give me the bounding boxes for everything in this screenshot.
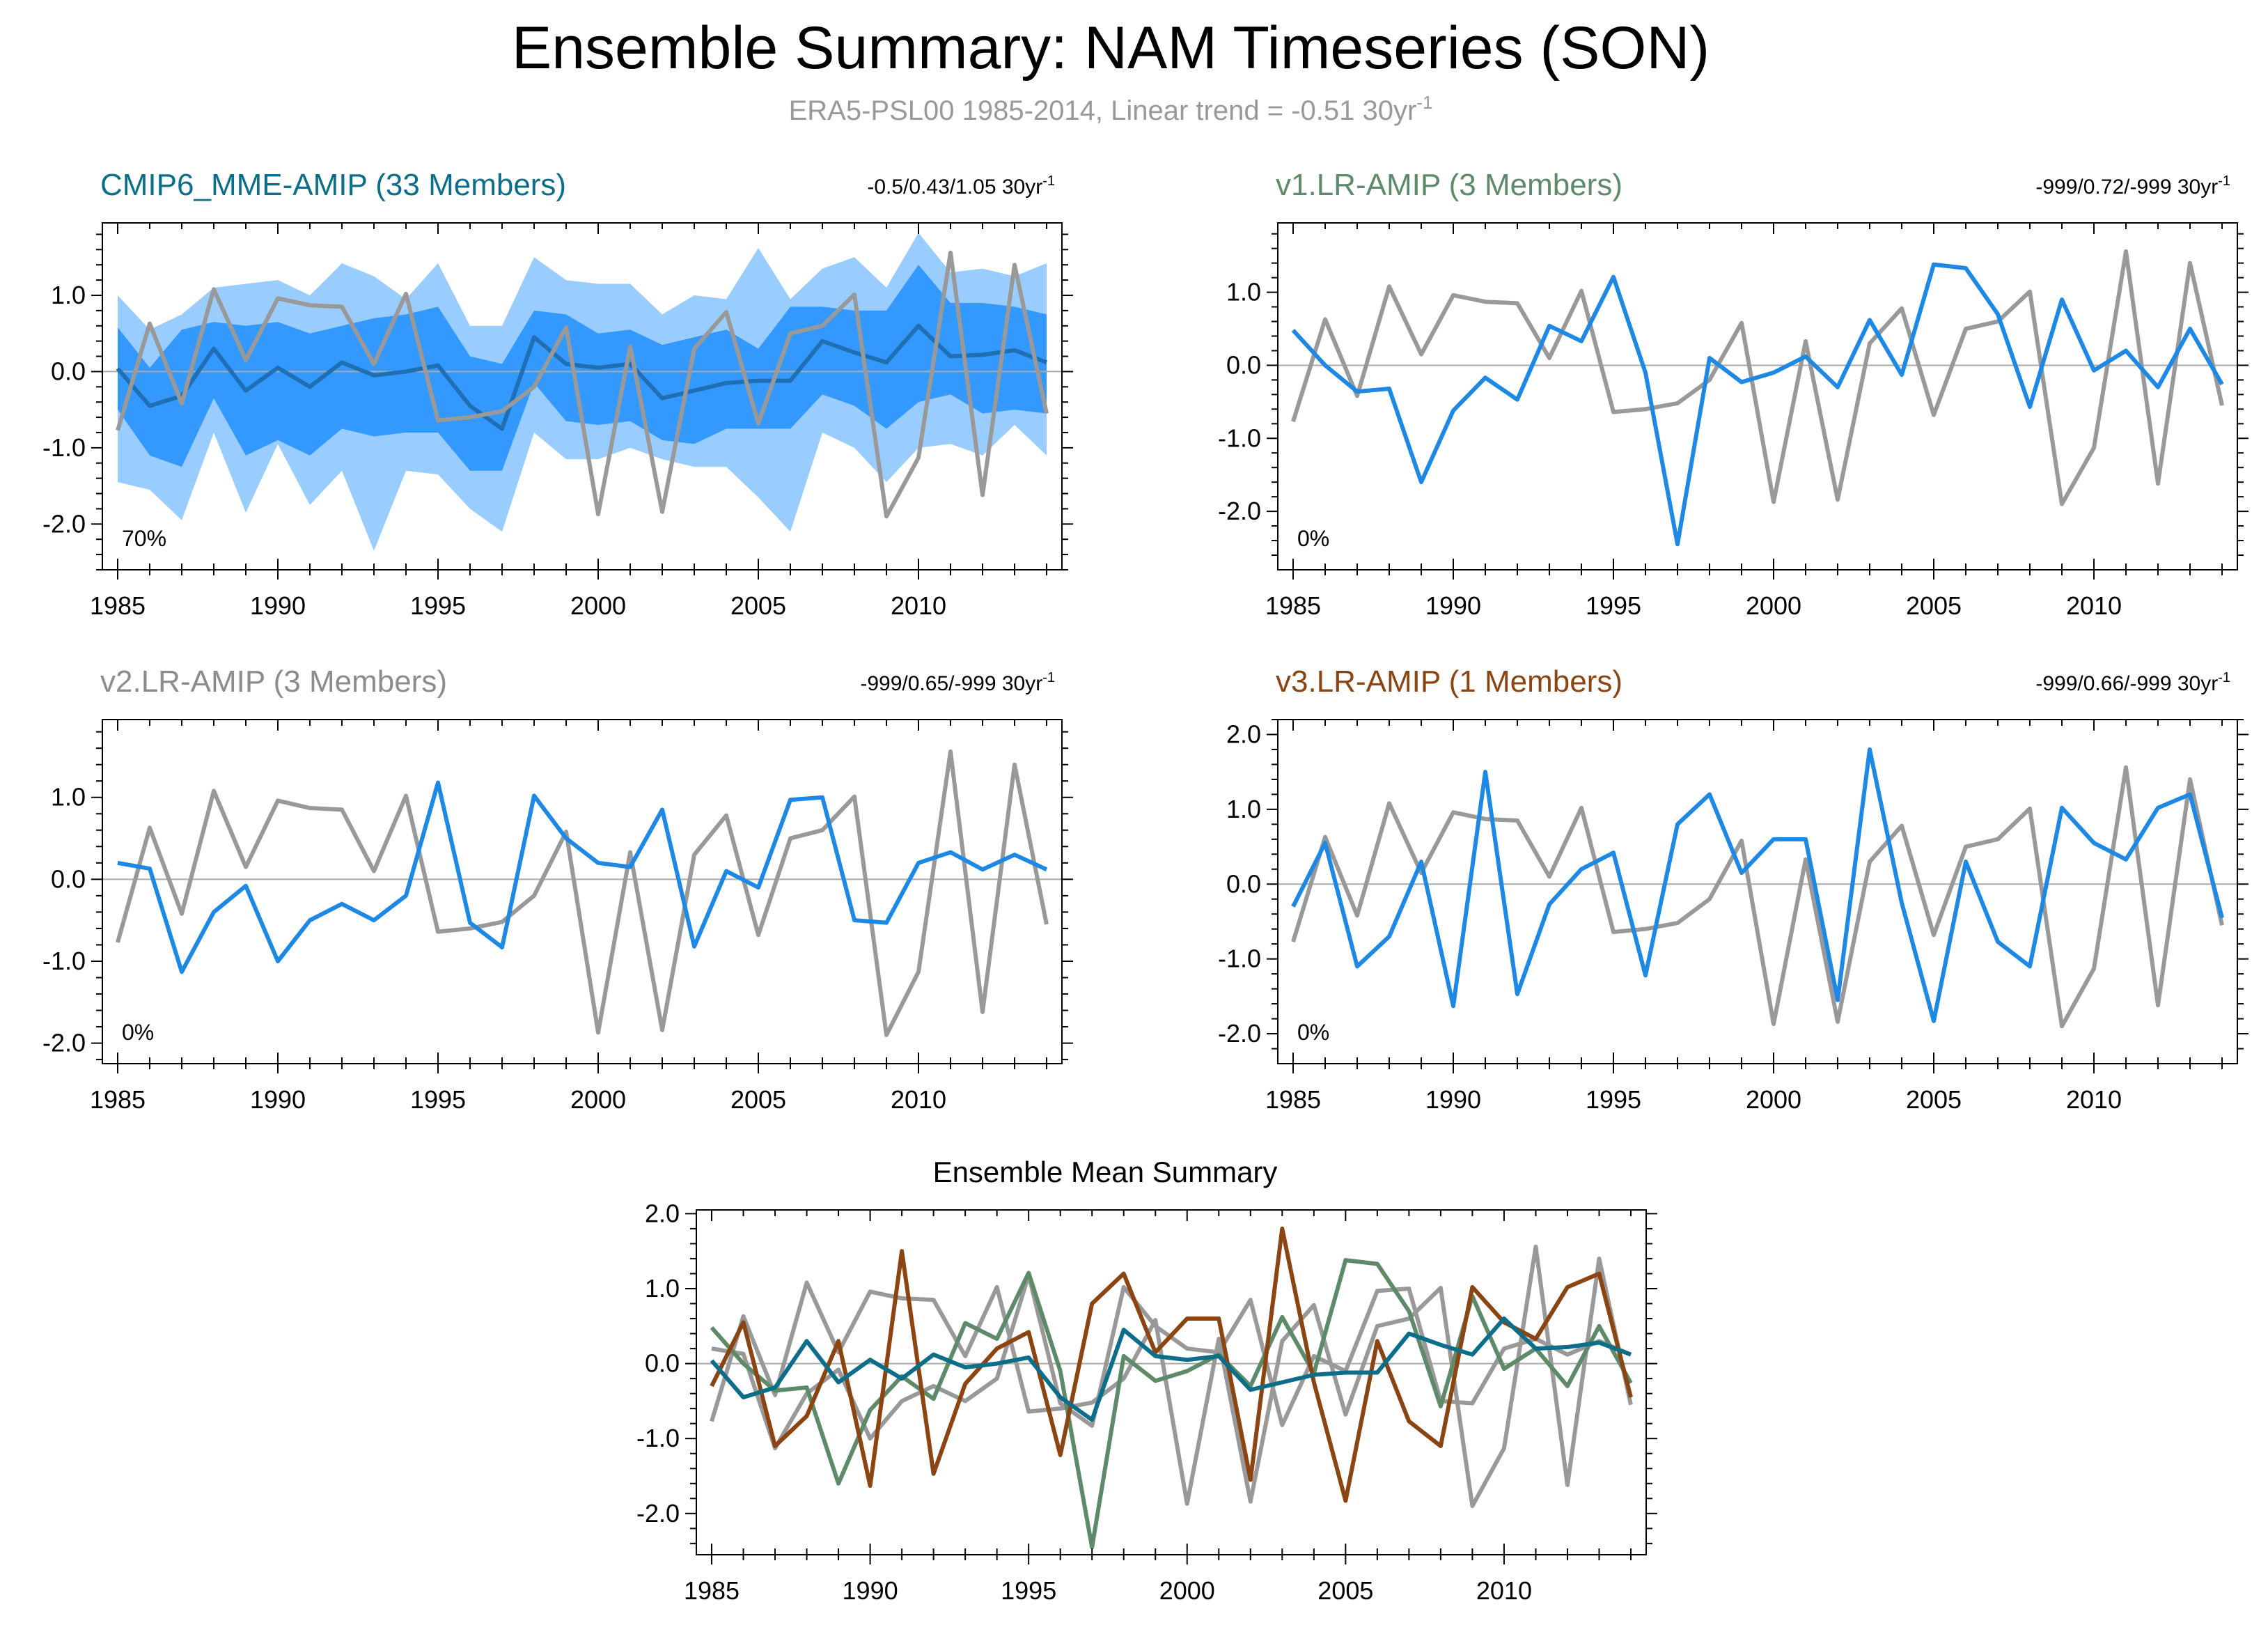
pct-label-v2: 0% <box>122 1020 154 1045</box>
panel-v2: v2.LR-AMIP (3 Members) -999/0.65/-999 30y… <box>42 665 1073 1114</box>
ytick-label: -1.0 <box>42 947 86 975</box>
ytick-label: 1.0 <box>1226 795 1261 823</box>
xtick-label: 1990 <box>843 1576 898 1605</box>
plot-area-v2 <box>102 749 1062 1037</box>
xtick-label: 1995 <box>410 591 466 620</box>
xtick-label: 2010 <box>1476 1576 1532 1605</box>
panel-mme: CMIP6_MME-AMIP (33 Members) -0.5/0.43/1.0… <box>42 168 1073 620</box>
plot-frame-v1 <box>1277 222 2238 570</box>
ytick-label: -2.0 <box>1218 1019 1261 1048</box>
xtick-label: 1995 <box>1586 591 1641 620</box>
ytick-label: 1.0 <box>645 1274 680 1303</box>
plot-frame-v2 <box>102 719 1063 1064</box>
ytick-label: -2.0 <box>42 1029 86 1057</box>
xtick-label: 2005 <box>730 591 786 620</box>
xtick-label: 2000 <box>1746 591 1801 620</box>
panel-title-summary: Ensemble Mean Summary <box>933 1156 1278 1188</box>
xtick-label: 1990 <box>1425 591 1481 620</box>
series-v1-lr-amip <box>710 1258 1633 1550</box>
xtick-label: 2000 <box>570 591 626 620</box>
ytick-label: -1.0 <box>1218 945 1261 973</box>
series-era5-psl00 <box>710 1244 1633 1509</box>
xtick-label: 1985 <box>1265 591 1321 620</box>
panel-stats-v1: -999/0.72/-999 30yr-1 <box>2035 173 2230 199</box>
xtick-label: 1985 <box>90 591 146 620</box>
panel-title-mme: CMIP6_MME-AMIP (33 Members) <box>100 168 566 202</box>
panel-summary: Ensemble Mean Summary 1985 1990 1995 2000 200… <box>636 1156 1657 1605</box>
panel-v1: v1.LR-AMIP (3 Members) -999/0.72/-999 30y… <box>1218 168 2249 620</box>
ytick-label: -2.0 <box>1218 497 1261 525</box>
series-model <box>1291 262 2224 547</box>
series-obs <box>1291 249 2224 506</box>
ytick-label: -2.0 <box>42 509 86 538</box>
ytick-label: 1.0 <box>51 281 86 309</box>
ytick-label: 2.0 <box>1226 720 1261 748</box>
ytick-label: 2.0 <box>645 1199 680 1227</box>
pct-label-v1: 0% <box>1297 526 1329 551</box>
panels: CMIP6_MME-AMIP (33 Members) -0.5/0.43/1.0… <box>42 168 2249 1605</box>
plot-frame-v3 <box>1277 719 2238 1064</box>
xtick-label: 2005 <box>1906 1085 1962 1114</box>
ytick-label: 0.0 <box>51 357 86 385</box>
ytick-label: -2.0 <box>636 1499 680 1528</box>
plot-area-v3 <box>1278 747 2237 1029</box>
panel-stats-v2: -999/0.65/-999 30yr-1 <box>860 670 1055 695</box>
ytick-label: -1.0 <box>42 433 86 462</box>
xtick-label: 2010 <box>891 591 946 620</box>
plot-area-mme <box>102 233 1062 551</box>
ytick-label: 1.0 <box>1226 278 1261 306</box>
xtick-label: 1985 <box>684 1576 740 1605</box>
series-obs <box>116 250 1049 519</box>
ytick-label: 0.0 <box>1226 869 1261 898</box>
ytick-label: -1.0 <box>636 1424 680 1452</box>
xtick-label: 2010 <box>2066 591 2122 620</box>
panel-stats-mme: -0.5/0.43/1.05 30yr-1 <box>867 173 1055 199</box>
ytick-label: -1.0 <box>1218 424 1261 452</box>
ytick-label: 1.0 <box>51 783 86 811</box>
subtitle-superscript: -1 <box>1416 92 1432 113</box>
xtick-label: 1995 <box>1586 1085 1641 1114</box>
series-mme-mean <box>116 323 1048 431</box>
xtick-label: 1990 <box>250 1085 306 1114</box>
panel-title-v2: v2.LR-AMIP (3 Members) <box>100 665 447 699</box>
xtick-label: 1990 <box>1425 1085 1481 1114</box>
panel-title-v1: v1.LR-AMIP (3 Members) <box>1276 168 1622 202</box>
panel-title-v3: v3.LR-AMIP (1 Members) <box>1276 665 1622 699</box>
xtick-label: 1985 <box>1265 1085 1321 1114</box>
ytick-label: 0.0 <box>645 1349 680 1378</box>
series-obs <box>1291 765 2224 1029</box>
series-v3-lr-amip <box>710 1226 1633 1503</box>
plot-area-summary <box>696 1226 1646 1550</box>
page-subtitle: ERA5-PSL00 1985-2014, Linear trend = -0.… <box>789 92 1433 126</box>
series-obs <box>116 749 1049 1037</box>
xtick-label: 2010 <box>2066 1085 2122 1114</box>
panel-v3: v3.LR-AMIP (1 Members) -999/0.66/-999 30y… <box>1218 665 2249 1114</box>
pct-label-v3: 0% <box>1297 1020 1329 1045</box>
series-model <box>1291 747 2224 1023</box>
xtick-label: 2000 <box>1159 1576 1215 1605</box>
plot-frame-mme <box>102 222 1063 570</box>
plot-area-v1 <box>1278 249 2237 547</box>
xtick-label: 1985 <box>90 1085 146 1114</box>
series-model <box>117 780 1048 974</box>
xtick-label: 1995 <box>410 1085 466 1114</box>
xtick-label: 1990 <box>250 591 306 620</box>
plot-frame-summary <box>696 1209 1647 1555</box>
series-cmip6-mme-amip <box>710 1316 1632 1422</box>
pct-label-mme: 70% <box>122 526 166 551</box>
xtick-label: 2010 <box>891 1085 946 1114</box>
xtick-label: 2005 <box>1906 591 1962 620</box>
xtick-label: 2005 <box>1317 1576 1373 1605</box>
page-title: Ensemble Summary: NAM Timeseries (SON) <box>512 15 1710 81</box>
ytick-label: 0.0 <box>1226 350 1261 379</box>
xtick-label: 2005 <box>730 1085 786 1114</box>
panel-stats-v3: -999/0.66/-999 30yr-1 <box>2035 670 2230 695</box>
xtick-label: 1995 <box>1001 1576 1056 1605</box>
ytick-label: 0.0 <box>51 864 86 893</box>
xtick-label: 2000 <box>1746 1085 1801 1114</box>
xtick-label: 2000 <box>570 1085 626 1114</box>
